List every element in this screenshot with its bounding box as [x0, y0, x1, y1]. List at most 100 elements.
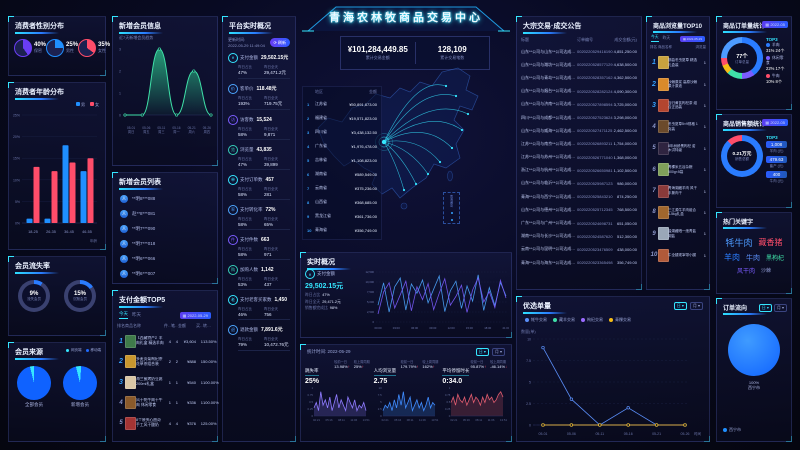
- keyword[interactable]: 黑枸杞: [765, 256, 784, 262]
- order-number: 0020220523476509: [577, 246, 613, 252]
- toggle-month[interactable]: 月 ▾: [491, 348, 505, 356]
- svg-text:05-01: 05-01: [539, 432, 548, 436]
- refresh-button[interactable]: ⟳ 刷新: [269, 38, 290, 47]
- svg-text:2: 2: [119, 70, 121, 74]
- column-header: 买家: [196, 323, 203, 328]
- province-row: 2 福建省 ¥19,571,823.00: [307, 111, 377, 125]
- select-day[interactable]: 日 ▾: [758, 304, 772, 312]
- table-row: 5 8年树龄黑枸杞 诺木洪特级 1: [647, 138, 709, 159]
- product-thumbnail: [658, 77, 669, 91]
- y-tick: 5: [380, 400, 382, 404]
- announcement-row: 山东**公司与青岛**公司达成交易(山东**公...00202205283571…: [517, 71, 641, 84]
- select-month[interactable]: 月 ▾: [773, 304, 787, 312]
- province-amount: ¥50,891,873.00: [349, 101, 377, 107]
- keyword[interactable]: 牦牛肉: [725, 238, 753, 248]
- table-row: 7 青海湖藏羊肉 风干手撕肉干 1: [647, 180, 709, 201]
- platform-stat: ¥ 支付金额 29,502.15元 昨日占比 47% 昨日全天 29,471.2元: [223, 50, 295, 81]
- top10-tab[interactable]: 昨天: [662, 35, 671, 40]
- announcement-title: 山东**公司与威海**公司达成交易(山东**公...: [521, 127, 577, 133]
- keyword[interactable]: 沙棘: [761, 268, 772, 274]
- date-chip[interactable]: ▦ 2022-05-29: [179, 311, 211, 319]
- select-day[interactable]: 日 ▾: [673, 302, 687, 310]
- person-icon: 人: [120, 224, 128, 233]
- date-chip[interactable]: ▦ 2022-05: [762, 21, 788, 28]
- delta-arrow: ↑: [361, 364, 364, 369]
- gender-label: 保密: [34, 48, 42, 53]
- deal-amount: 1,754,000.00: [613, 141, 637, 147]
- stat-icon: ¥: [228, 52, 238, 63]
- announcement-row: 广东**公司与广州**公司达成交易(广东**公...00202205246987…: [517, 216, 641, 229]
- realtime-kv: 昨日占比 47%: [305, 293, 330, 297]
- order-number: 0020220527523624: [577, 115, 613, 121]
- province-amount: ¥1,108,823.00: [351, 157, 377, 163]
- x-tick: 05-21 周六: [187, 126, 196, 135]
- province-rank: 3: [307, 129, 310, 135]
- sales-top-value: 1,008: [766, 141, 787, 148]
- date-chip[interactable]: ▦ 2022-05: [762, 119, 788, 126]
- announcement-row: 山东**公司与潍坊**公司达成交易(山东**公...00202205285771…: [517, 58, 641, 71]
- cell-value: 1: [200, 420, 203, 426]
- mini-spark-chart: 1 0.75 0.5 0.25 0: [305, 386, 370, 418]
- churn-donut: 15% 沉默会员: [64, 280, 96, 312]
- select-month[interactable]: 月 ▾: [689, 302, 703, 310]
- sales-top-label: 羊肉 (元): [769, 149, 784, 153]
- deal-amount: 4,362,500.00: [613, 75, 637, 81]
- cell-value: ¥3,604: [183, 338, 196, 344]
- top5-tab[interactable]: 昨天: [132, 311, 141, 317]
- realtime-stat: ¥ 支付金额 29,502.15元 昨日占比 47% 昨日全天 29,471.2元 销售…: [305, 269, 359, 311]
- date-chip[interactable]: ▦ 2022-05-29: [679, 35, 705, 42]
- top10-tab[interactable]: 今天: [651, 35, 659, 42]
- product-name: 沙棘原浆 高原沙棘果汁原液: [668, 79, 697, 89]
- cell-value: 4: [168, 420, 171, 426]
- announcement-title: 山东**公司与青岛**公司达成交易(山东**公...: [521, 74, 577, 80]
- view-count: 1: [703, 167, 706, 173]
- svg-text:05-26: 05-26: [681, 432, 690, 436]
- province-rank: 1: [307, 101, 310, 107]
- toggle-day[interactable]: 日 ▾: [475, 348, 489, 356]
- total-amount-label: 累计交易金额: [365, 55, 390, 60]
- panel-block-trade-announcements: 大宗交易·成交公告 标题 订单编号 成交金额(元) 山东**公司与山东**公司达成交…: [516, 16, 642, 290]
- page-title: 青海农林牧商品交易中心: [329, 12, 483, 24]
- keyword[interactable]: 藏香猪: [758, 238, 783, 247]
- legend-item: 藏羊交易: [553, 317, 575, 323]
- column-header: 商品名称: [125, 323, 141, 328]
- stat-time-label: 统计时间: 2022-05-29: [307, 349, 351, 354]
- legend-dot: [66, 348, 69, 352]
- keyword[interactable]: 羊肉: [723, 253, 740, 262]
- y-tick: 0: [448, 414, 451, 418]
- delta: 较上周同期 -46.14%↓: [490, 359, 507, 385]
- stat-value: 29,502.15元: [261, 55, 289, 61]
- top5-tab[interactable]: 今天: [119, 311, 128, 319]
- svg-text:05-16: 05-16: [624, 432, 633, 436]
- column-header: 成交金额(元): [614, 37, 637, 42]
- legend-dot: [766, 43, 770, 47]
- announcement-title: 四川**公司与成都**公司达成交易(四川**乳...: [521, 114, 577, 120]
- order-number: 0020220525843210: [577, 194, 613, 200]
- realtime-kv-value: 98%: [329, 306, 338, 310]
- stat-sub: 昨日占比 47%: [238, 65, 264, 76]
- platform-stat: 访访客数 15,524 昨日占比 58% 昨日全天 9,871: [223, 112, 295, 142]
- legend-dot: [525, 317, 529, 322]
- update-time-label: 更新时间: 2022-05-29 11:49:04: [228, 37, 265, 48]
- platform-stat: 价客单价 118.48元 昨日占比 193% 昨日全天 719.75元: [223, 81, 295, 112]
- keyword[interactable]: 牛肉: [745, 254, 760, 262]
- panel-title: 新增会员列表: [113, 173, 217, 191]
- churn-label: 流失会员: [27, 296, 41, 301]
- delta: 较前一日 95.87%↑: [471, 359, 487, 385]
- announcement-title: 青海**公司与海东**公司达成交易(青海**牧...: [521, 259, 577, 265]
- member-source-pie: 全部会员: [17, 366, 51, 408]
- panel-title: 优选单量: [517, 297, 709, 315]
- total-amount-value: ¥101,284,449.85: [347, 45, 408, 54]
- order-total-label: 订单总量: [735, 59, 749, 64]
- view-count: 1: [703, 188, 706, 194]
- keyword[interactable]: 风干肉: [736, 269, 755, 275]
- product-thumbnail: [658, 163, 669, 177]
- view-count: 1: [703, 124, 706, 130]
- total-count-value: 128,109: [437, 45, 467, 54]
- announcement-title: 浙江**公司与杭州**公司达成交易(浙江**公...: [521, 167, 577, 173]
- column-header: 转化率: [203, 323, 213, 328]
- stat-sub-value: 39,899: [264, 161, 278, 167]
- top3-label: TOP3: [766, 37, 778, 42]
- svg-text:5: 5: [529, 381, 531, 385]
- stat-sub-value: 281: [264, 191, 272, 197]
